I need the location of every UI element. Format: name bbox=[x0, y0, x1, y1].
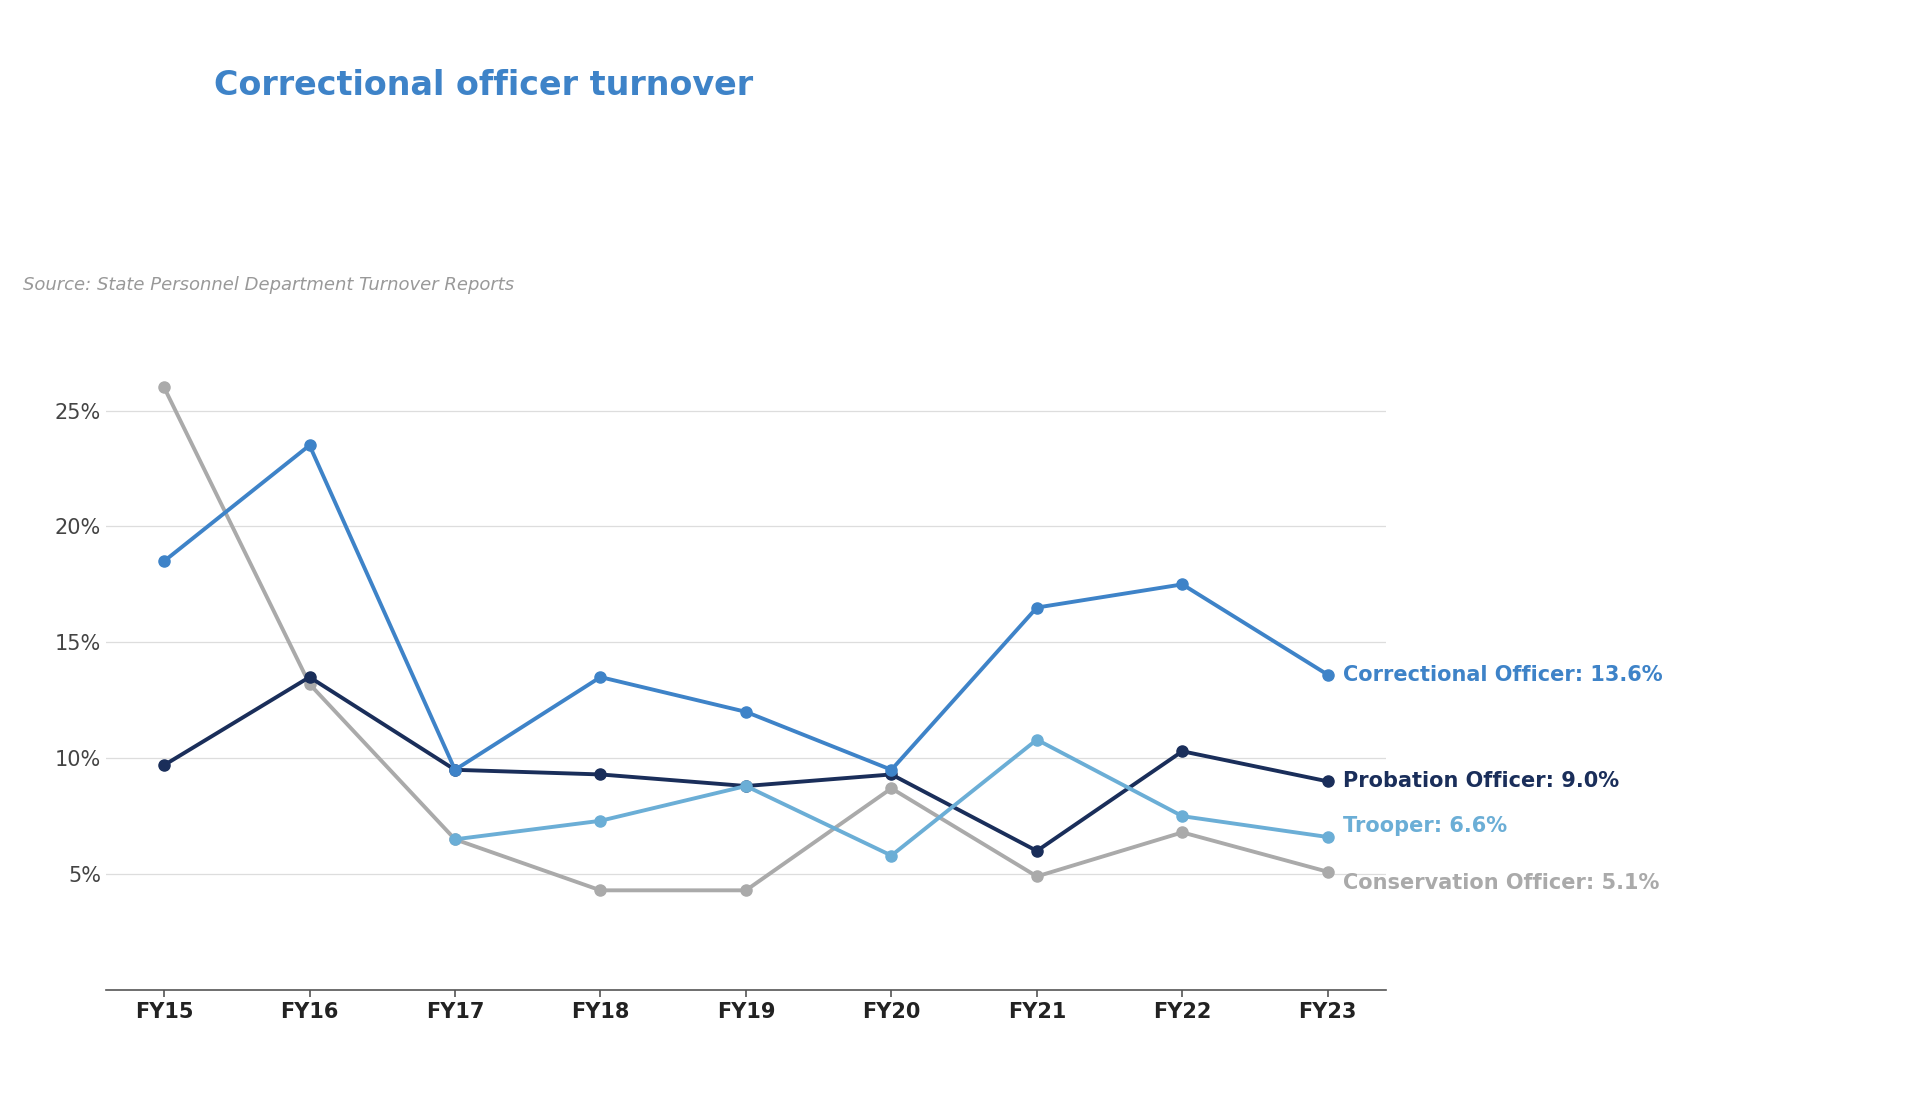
Text: Figure 6 |: Figure 6 | bbox=[23, 69, 214, 103]
Text: Correctional Officer: 13.6%: Correctional Officer: 13.6% bbox=[1344, 664, 1663, 685]
Text: Probation Officer: 9.0%: Probation Officer: 9.0% bbox=[1344, 771, 1619, 791]
Text: states, but consistently outpaces other state law enforcement positions.: states, but consistently outpaces other … bbox=[23, 202, 1398, 236]
Text: Conservation Officer: 5.1%: Conservation Officer: 5.1% bbox=[1344, 872, 1659, 893]
Text: Figure 6 |: Figure 6 | bbox=[23, 69, 214, 103]
Text: Trooper: 6.6%: Trooper: 6.6% bbox=[1344, 816, 1507, 836]
Text: in Alabama is lower than neighboring: in Alabama is lower than neighboring bbox=[753, 69, 1471, 102]
Text: Source: State Personnel Department Turnover Reports: Source: State Personnel Department Turno… bbox=[23, 276, 514, 294]
Text: Correctional officer turnover: Correctional officer turnover bbox=[214, 69, 753, 102]
